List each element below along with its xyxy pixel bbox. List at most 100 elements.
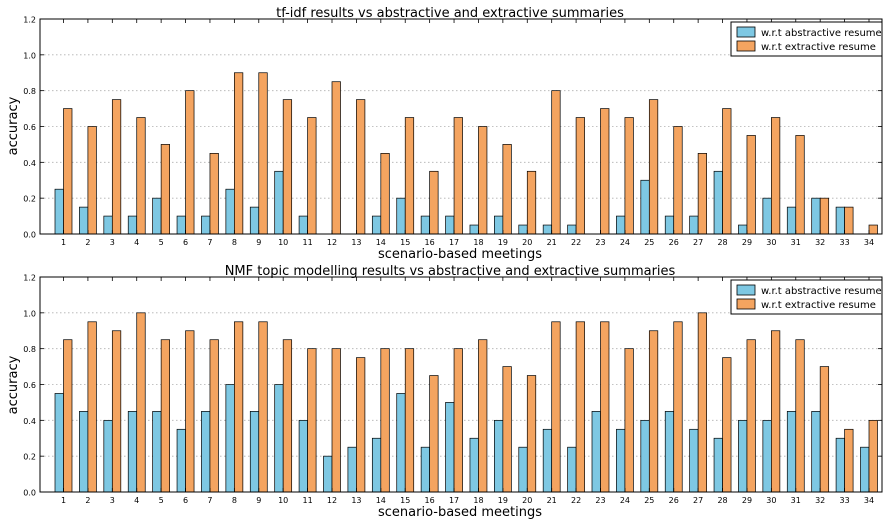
bar-abstractive — [225, 384, 235, 493]
x-tick-label: 3 — [110, 496, 115, 505]
x-tick-label: 10 — [278, 496, 288, 505]
bar-abstractive — [640, 419, 650, 493]
bar-extractive — [331, 81, 341, 235]
bar-abstractive — [738, 224, 748, 235]
x-tick-label: 29 — [742, 238, 752, 247]
y-tick-label: 0.8 — [23, 87, 36, 96]
x-tick-label: 27 — [693, 238, 703, 247]
bar-abstractive — [176, 428, 186, 493]
bar-abstractive — [54, 393, 64, 493]
x-tick-label: 13 — [351, 496, 361, 505]
bar-abstractive — [591, 411, 601, 493]
x-tick-label: 4 — [134, 496, 139, 505]
bar-extractive — [380, 348, 390, 493]
x-tick-label: 23 — [595, 496, 605, 505]
bar-abstractive — [786, 206, 797, 235]
x-tick-label: 16 — [425, 496, 435, 505]
bar-extractive — [502, 366, 512, 493]
x-tick-label: 2 — [85, 496, 90, 505]
bar-extractive — [258, 72, 268, 235]
legend-swatch-extractive — [736, 40, 756, 52]
nmf-chart: NMF topic modelling results vs abstracti… — [6, 264, 883, 520]
chart-title: NMF topic modelling results vs abstracti… — [225, 264, 676, 279]
x-tick-label: 29 — [742, 496, 752, 505]
bar-abstractive — [249, 206, 260, 235]
bar-extractive — [722, 108, 732, 235]
bar-extractive — [282, 99, 293, 235]
x-tick-label: 31 — [791, 238, 801, 247]
x-tick-label: 21 — [547, 496, 557, 505]
x-tick-label: 34 — [864, 496, 874, 505]
bar-abstractive — [323, 455, 333, 493]
x-tick-label: 8 — [232, 496, 237, 505]
x-tick-label: 4 — [134, 238, 139, 247]
x-axis-label: scenario-based meetings — [378, 505, 542, 520]
chart-title: tf-idf results vs abstractive and extrac… — [276, 6, 624, 21]
y-tick-label: 1.2 — [23, 16, 36, 25]
bar-extractive — [795, 339, 805, 493]
y-tick-label: 0.2 — [23, 453, 36, 462]
bar-extractive — [526, 170, 537, 235]
y-tick-label: 0.4 — [23, 159, 36, 168]
bar-abstractive — [201, 215, 211, 235]
bar-abstractive — [713, 437, 723, 493]
bar-extractive — [307, 348, 317, 493]
x-tick-label: 33 — [839, 238, 849, 247]
bar-abstractive — [567, 224, 577, 235]
bar-extractive — [868, 224, 878, 235]
bar-abstractive — [347, 446, 357, 493]
x-tick-label: 7 — [207, 496, 212, 505]
x-tick-label: 32 — [815, 496, 825, 505]
bar-extractive — [624, 117, 634, 235]
bar-abstractive — [152, 197, 162, 235]
bar-extractive — [673, 126, 683, 235]
legend: w.r.t abstractive resume w.r.t extractiv… — [730, 21, 883, 57]
bar-abstractive — [469, 224, 479, 235]
x-tick-label: 28 — [717, 496, 727, 505]
bar-abstractive — [396, 393, 406, 493]
bar-abstractive — [103, 419, 113, 493]
bar-abstractive — [835, 206, 845, 235]
bar-abstractive — [542, 224, 553, 235]
bar-abstractive — [274, 170, 284, 235]
x-tick-label: 22 — [571, 496, 581, 505]
bar-abstractive — [494, 215, 504, 235]
x-tick-labels: 1 2 3 4 5 6 7 8 9 10 11 12 13 14 15 16 17 18 19 20 21 22 23 24 2… — [61, 19, 874, 247]
bar-abstractive — [54, 188, 64, 235]
bar-extractive — [575, 321, 585, 493]
y-tick-label: 0.0 — [23, 231, 36, 240]
bar-abstractive — [79, 411, 89, 493]
bar-abstractive — [713, 170, 723, 235]
y-tick-label: 0.6 — [23, 123, 36, 132]
bar-extractive — [819, 366, 830, 493]
bar-extractive — [795, 135, 805, 235]
bar-extractive — [600, 108, 610, 235]
bar-extractive — [526, 375, 537, 493]
bar-extractive — [160, 144, 170, 235]
x-tick-label: 3 — [110, 238, 115, 247]
bar-extractive — [234, 321, 244, 493]
bar-abstractive — [811, 197, 821, 235]
bar-extractive — [404, 348, 415, 493]
tfidf-chart: tf-idf results vs abstractive and extrac… — [6, 6, 883, 262]
bar-extractive — [209, 153, 219, 235]
legend-label-extractive: w.r.t extractive resume — [761, 42, 876, 53]
bar-abstractive — [298, 215, 308, 235]
bar-extractive — [551, 90, 561, 235]
x-tick-label: 25 — [644, 238, 654, 247]
bar-extractive — [453, 117, 463, 235]
y-tick-label: 0.8 — [23, 345, 36, 354]
x-tick-label: 1 — [61, 238, 66, 247]
y-tick-label: 0.2 — [23, 195, 36, 204]
bar-extractive — [404, 117, 415, 235]
x-tick-label: 21 — [547, 238, 557, 247]
y-tick-label: 1.0 — [23, 51, 36, 60]
bar-abstractive — [811, 411, 821, 493]
bar-extractive — [648, 99, 659, 235]
bar-extractive — [844, 206, 854, 235]
legend-swatch-abstractive — [736, 26, 756, 38]
legend-label-abstractive: w.r.t abstractive resume — [761, 28, 882, 39]
y-tick-label: 1.0 — [23, 309, 36, 318]
bar-extractive — [282, 339, 293, 493]
x-tick-label: 7 — [207, 238, 212, 247]
